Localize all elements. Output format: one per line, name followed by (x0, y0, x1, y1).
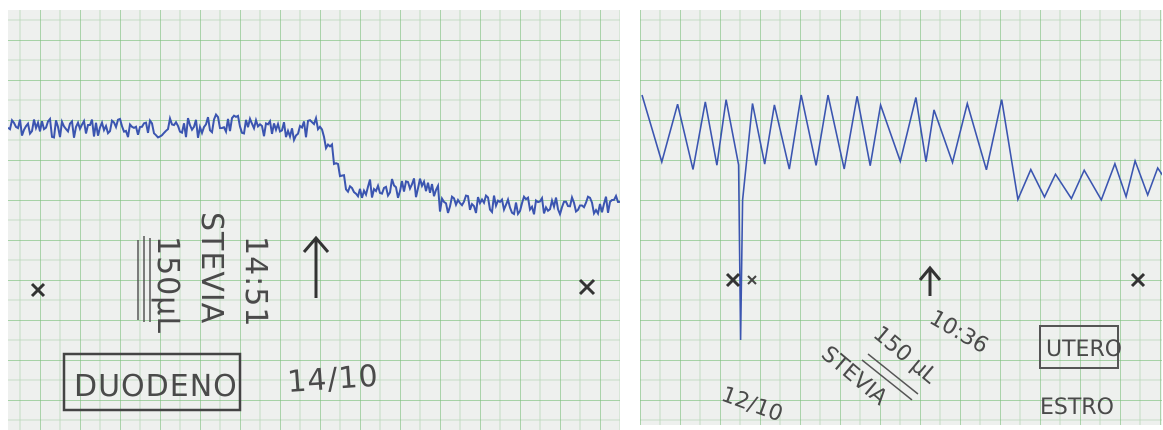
marker-cross (1130, 272, 1146, 288)
note-label: ESTRO (1040, 395, 1114, 420)
recording-trace (641, 94, 1162, 341)
injection-arrow (302, 235, 330, 298)
marker-star (725, 272, 741, 288)
injection-arrow (918, 265, 942, 296)
marker-cross (578, 278, 596, 296)
left-photo: 150µL STEVIA 14:51 DUODENO 14/10 (8, 10, 620, 430)
marker-cross (747, 275, 757, 285)
time-label: 14:51 (238, 236, 273, 327)
marker-star (30, 282, 46, 298)
date-label: 14/10 (286, 359, 380, 400)
tissue-label: DUODENO (74, 369, 238, 404)
graph-paper (8, 10, 620, 430)
underline-strokes (861, 353, 919, 401)
substance-label: STEVIA (194, 212, 229, 324)
underline-strokes (137, 236, 151, 322)
graph-paper (640, 10, 1162, 425)
volume-label: 150µL (150, 236, 185, 334)
right-photo: 12/10 STEVIA 150 µL 10:36 UTERO ESTRO (640, 10, 1162, 427)
label-box (1039, 325, 1119, 369)
tissue-label: UTERO (1046, 337, 1122, 362)
label-box (62, 352, 242, 412)
recording-trace (8, 112, 620, 218)
